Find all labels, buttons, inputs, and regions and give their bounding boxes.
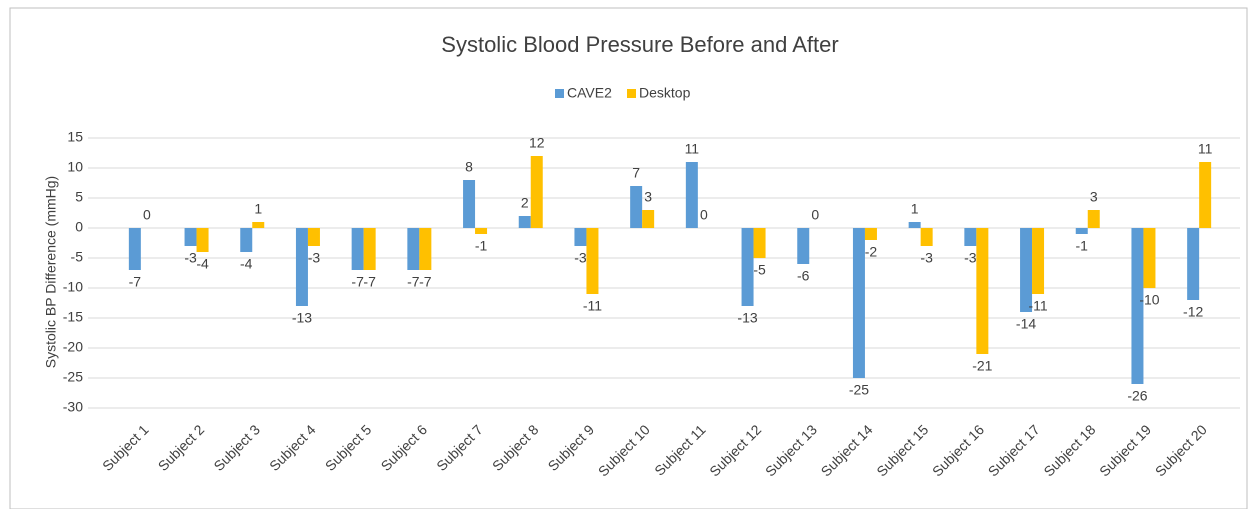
bar [630, 186, 643, 228]
bar [351, 228, 364, 270]
bar [797, 228, 810, 264]
data-label: -14 [1016, 316, 1036, 332]
data-label: -3 [920, 250, 933, 266]
data-label: -7 [363, 274, 376, 290]
data-label: 8 [465, 159, 473, 175]
bar [295, 228, 308, 306]
y-tick-label: -30 [63, 399, 83, 415]
data-label: -1 [475, 238, 488, 254]
y-tick-label: -25 [63, 369, 83, 385]
bar [586, 228, 599, 294]
bar [1143, 228, 1156, 288]
bar [642, 210, 655, 228]
bar [184, 228, 197, 246]
bar [407, 228, 420, 270]
y-axis-label: Systolic BP Difference (mmHg) [43, 176, 59, 368]
bar [363, 228, 376, 270]
data-label: -4 [196, 256, 209, 272]
data-label: -11 [1028, 298, 1047, 314]
bar [1187, 228, 1200, 300]
data-label: -7 [407, 274, 420, 290]
data-label: -2 [865, 244, 878, 260]
bar [852, 228, 865, 378]
data-label: -7 [419, 274, 432, 290]
data-label: -3 [574, 250, 587, 266]
bar [530, 156, 543, 228]
data-label: -3 [308, 250, 321, 266]
y-tick-label: -10 [63, 279, 83, 295]
data-label: -12 [1183, 304, 1203, 320]
y-tick-label: 5 [75, 189, 83, 205]
bar [128, 228, 141, 270]
legend-swatch [627, 89, 636, 98]
bar [753, 228, 766, 258]
bar [864, 228, 877, 240]
bar [196, 228, 209, 252]
data-label: -10 [1139, 292, 1159, 308]
bar [685, 162, 698, 228]
data-label: -4 [240, 256, 253, 272]
data-label: 0 [700, 207, 708, 223]
bar [463, 180, 476, 228]
bar [1075, 228, 1088, 234]
bar [920, 228, 933, 246]
data-label: -26 [1127, 388, 1147, 404]
data-label: 11 [1198, 141, 1213, 157]
legend-label: CAVE2 [567, 85, 612, 101]
bar [252, 222, 265, 228]
y-tick-label: -5 [71, 249, 84, 265]
data-label: 3 [644, 189, 652, 205]
bar [574, 228, 587, 246]
data-label: -3 [964, 250, 977, 266]
data-label: -21 [972, 358, 992, 374]
data-label: -5 [753, 262, 766, 278]
data-label: -7 [351, 274, 364, 290]
bar [419, 228, 432, 270]
legend-label: Desktop [639, 85, 691, 101]
bar [518, 216, 531, 228]
bar [1087, 210, 1100, 228]
data-label: -25 [849, 382, 869, 398]
data-label: -6 [797, 268, 810, 284]
y-tick-label: -15 [63, 309, 83, 325]
bar [741, 228, 754, 306]
data-label: 11 [685, 141, 700, 157]
data-label: 1 [911, 201, 919, 217]
bar [307, 228, 320, 246]
data-label: -13 [737, 310, 757, 326]
chart-title: Systolic Blood Pressure Before and After [441, 32, 838, 57]
bar [976, 228, 989, 354]
data-label: -3 [184, 250, 197, 266]
legend-swatch [555, 89, 564, 98]
bar [908, 222, 921, 228]
data-label: -13 [292, 310, 312, 326]
data-label: 0 [811, 207, 819, 223]
data-label: 0 [143, 207, 151, 223]
y-tick-label: 0 [75, 219, 83, 235]
data-label: 3 [1090, 189, 1098, 205]
y-tick-label: 10 [67, 159, 83, 175]
bar [1131, 228, 1144, 384]
y-tick-label: 15 [67, 129, 83, 145]
bar [475, 228, 488, 234]
data-label: -11 [583, 298, 602, 314]
data-label: -7 [129, 274, 142, 290]
data-label: 1 [254, 201, 262, 217]
data-label: 7 [632, 165, 640, 181]
data-label: 12 [529, 135, 545, 151]
bar [964, 228, 977, 246]
data-label: -1 [1076, 238, 1089, 254]
bar [1032, 228, 1045, 294]
bar [240, 228, 253, 252]
bar [1020, 228, 1033, 312]
bar [1199, 162, 1212, 228]
data-label: 2 [521, 195, 529, 211]
y-tick-label: -20 [63, 339, 83, 355]
